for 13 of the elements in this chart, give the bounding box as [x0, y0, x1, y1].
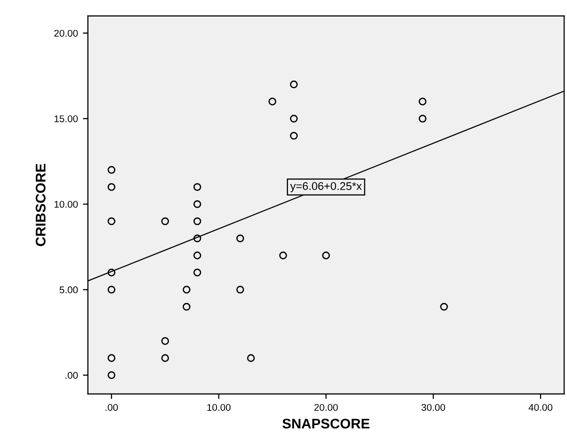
y-axis-title: CRIBSCORE — [36, 164, 46, 246]
annotation: y=6.06+0.25*x — [290, 182, 362, 192]
y-tick-label: 20.00 — [54, 30, 78, 37]
x-axis-title: SNAPSCORE — [282, 418, 370, 429]
x-tick-label: 10.00 — [207, 404, 231, 411]
y-tick-label: 10.00 — [54, 200, 78, 208]
x-tick-label: .00 — [106, 404, 118, 411]
x-tick-label: 40.00 — [528, 404, 552, 411]
y-tick-label: .00 — [66, 372, 78, 379]
y-tick-label: 15.00 — [54, 115, 78, 122]
y-tick-label: 5.00 — [60, 286, 78, 294]
x-tick-label: 20.00 — [314, 404, 338, 411]
x-tick-label: 30.00 — [422, 404, 446, 411]
